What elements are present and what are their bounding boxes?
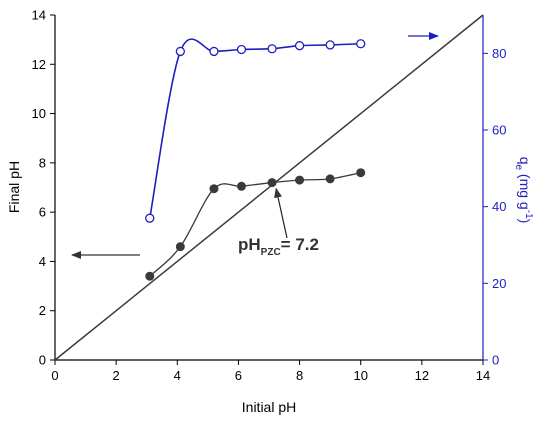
plot-frame (54, 15, 484, 361)
y-right-tick-label: 80 (492, 46, 506, 61)
qe-point (294, 41, 305, 51)
x-tick-label: 14 (476, 368, 490, 383)
final-ph-point (145, 271, 155, 281)
x-tick-label: 2 (113, 368, 120, 383)
y-left-tick-label: 10 (32, 106, 46, 121)
y-right-tick-label: 60 (492, 123, 506, 138)
x-tick-label: 10 (353, 368, 367, 383)
y-left-tick-label: 14 (32, 8, 46, 23)
y-right-tick-label: 40 (492, 199, 506, 214)
final-ph-point (356, 168, 366, 178)
pzc-pointer-arrow (274, 187, 288, 239)
final-ph-point (175, 242, 185, 252)
final-ph-point (325, 174, 335, 184)
qe-point (267, 44, 277, 54)
qe-point (356, 39, 366, 49)
y-right-tick-label: 20 (492, 276, 506, 291)
reference-line-y-equals-x (54, 14, 484, 361)
qe-point (175, 46, 185, 57)
y-left-tick-label: 4 (39, 254, 46, 269)
qe-curve (148, 38, 361, 219)
y-left-tick-label: 6 (39, 205, 46, 220)
y-left-tick-label: 8 (39, 155, 46, 170)
y-left-tick-label: 12 (32, 57, 46, 72)
x-tick-label: 8 (296, 368, 303, 383)
final-ph-curve (149, 172, 361, 277)
qe-point (325, 40, 335, 50)
final-ph-point (236, 181, 246, 191)
qe-point (209, 46, 219, 57)
qe-point (236, 44, 247, 55)
y-right-tick-label: 0 (492, 353, 499, 368)
y-left-tick-label: 0 (39, 353, 46, 368)
final-ph-point (209, 184, 219, 194)
x-axis-title: Initial pH (242, 399, 296, 415)
x-tick-label: 4 (174, 368, 181, 383)
y-left-tick-label: 2 (39, 303, 46, 318)
y-axis-right-title: qe (mg g-1) (513, 157, 534, 224)
qe-point (145, 213, 155, 223)
pzc-annotation: pHPZC= 7.2 (238, 235, 319, 258)
x-tick-label: 0 (51, 368, 58, 383)
final-ph-point (267, 178, 277, 188)
x-tick-label: 6 (235, 368, 242, 383)
final-ph-point (295, 175, 305, 185)
x-tick-label: 12 (415, 368, 429, 383)
y-axis-left-title: Final pH (6, 161, 22, 213)
